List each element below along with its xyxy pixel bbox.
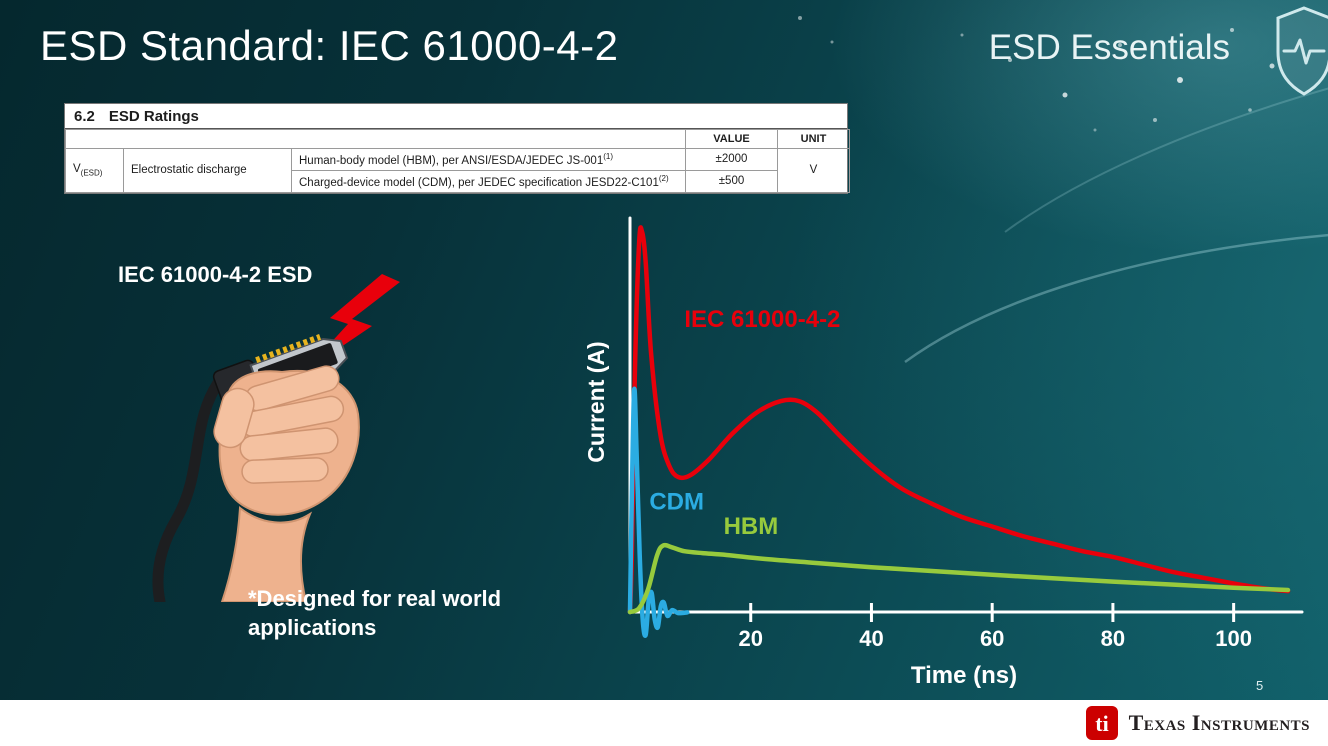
x-tick-label: 20	[738, 626, 762, 651]
x-tick-label: 40	[859, 626, 883, 651]
parameter-cell: Electrostatic discharge	[123, 148, 292, 193]
value-cell: ±500	[685, 169, 778, 193]
hand-holding-connector-illustration	[152, 274, 400, 602]
symbol-cell: V(ESD)	[65, 148, 124, 193]
series-curve-iec-61000-4-2	[627, 225, 1291, 615]
table-row: Charged-device model (CDM), per JEDEC sp…	[66, 169, 850, 193]
series-curve-cdm	[627, 386, 690, 638]
table-caption: 6.2 ESD Ratings	[65, 104, 847, 129]
wrist	[220, 506, 313, 602]
table-header-row: VALUE UNIT	[65, 129, 850, 149]
hand	[213, 365, 360, 602]
section-title: ESD Ratings	[108, 108, 199, 125]
model-cell: Human-body model (HBM), per ANSI/ESDA/JE…	[291, 148, 686, 171]
ti-logo-icon: ti	[1085, 706, 1118, 740]
page-number: 5	[1256, 678, 1264, 693]
model-cell: Charged-device model (CDM), per JEDEC sp…	[291, 169, 686, 193]
x-tick-label: 100	[1215, 626, 1252, 651]
esd-current-waveform-chart: 20 40 60 80 100 IEC 61000-4-2 CDM HBM	[627, 216, 1304, 651]
pulse-line-icon	[1282, 38, 1326, 65]
series-curve-hbm	[627, 542, 1291, 615]
value-cell: ±2000	[685, 148, 778, 171]
esd-shield-icon	[1276, 6, 1328, 96]
illustration-caption: IEC 61000-4-2 ESD	[118, 262, 313, 287]
brand-title: ESD Essentials	[988, 28, 1230, 67]
ti-wordmark: Texas Instruments	[1128, 710, 1310, 735]
cable	[152, 374, 226, 602]
ti-bug-text: ti	[1095, 711, 1108, 736]
x-axis-label: Time (ns)	[910, 662, 1018, 689]
footer-bar: ti Texas Instruments	[0, 700, 1328, 746]
page-title: ESD Standard: IEC 61000-4-2	[40, 22, 619, 69]
section-number: 6.2	[74, 108, 95, 125]
x-tick-label: 60	[980, 626, 1004, 651]
column-header-unit: UNIT	[777, 129, 850, 149]
esd-ratings-table: 6.2 ESD Ratings VALUE UNIT V(ESD) Electro…	[64, 103, 850, 194]
series-label: HBM	[724, 513, 779, 540]
column-header-value: VALUE	[685, 129, 778, 149]
table-row: V(ESD) Electrostatic discharge Human-bod…	[65, 148, 850, 193]
footnote: *Designed for real world applications	[248, 586, 502, 640]
y-axis-label: Current (A)	[583, 341, 609, 463]
x-tick-label: 80	[1101, 626, 1125, 651]
series-label: CDM	[649, 488, 704, 515]
unit-cell: V	[777, 148, 850, 193]
series-label: IEC 61000-4-2	[684, 306, 840, 333]
